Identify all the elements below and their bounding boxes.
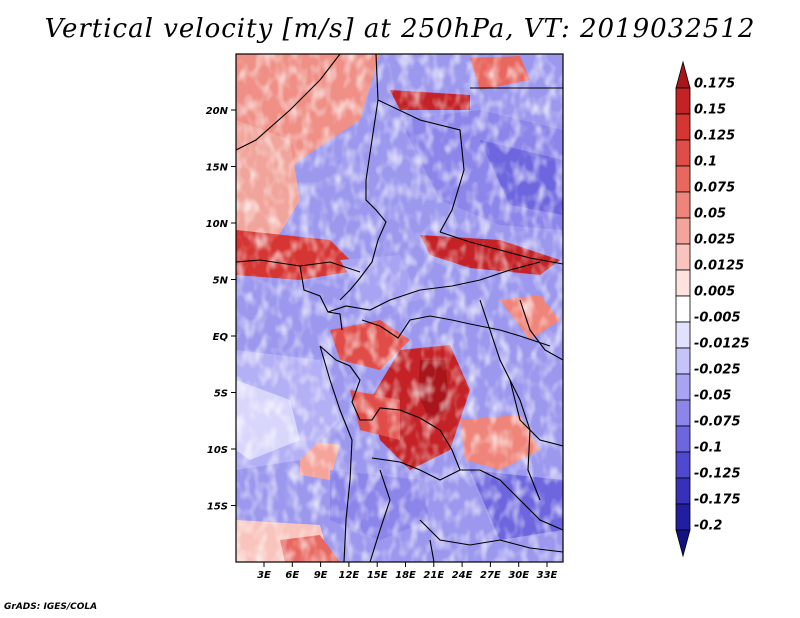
lat-label: 10N [206,219,229,230]
colorbar-swatch [675,477,691,505]
colorbar-label: -0.0125 [694,337,750,352]
colorbar-label: 0.025 [694,233,735,248]
lon-label: 15E [367,570,388,581]
colorbar-swatch [675,529,691,558]
colorbar-swatch [675,373,691,401]
colorbar-label: -0.005 [694,311,741,326]
lon-label: 21E [423,570,444,581]
longitude-axis: 3E 6E 9E 12E 15E 18E 21E 24E 27E 30E 33E [257,562,558,581]
lon-label: 24E [452,570,473,581]
colorbar-swatch [675,503,691,531]
colorbar-swatch [675,60,691,89]
lon-label: 30E [508,570,529,581]
lat-label: EQ [213,332,229,343]
colorbar-swatch [675,451,691,479]
lat-label: 5S [214,389,228,400]
colorbar-swatch [675,139,691,167]
colorbar-swatch [675,295,691,323]
map-frame [235,53,564,563]
colorbar-label: 0.1 [694,155,717,170]
lat-label: 20N [206,106,229,117]
velocity-field [236,54,563,562]
colorbar-swatch [675,243,691,271]
lon-label: 3E [257,570,271,581]
colorbar-label: -0.025 [694,363,741,378]
colorbar: 0.175 0.15 0.125 0.1 0.075 0.05 0.025 0.0125 0.0… [675,60,750,558]
colorbar-swatch [675,165,691,193]
colorbar-label: 0.05 [694,207,726,222]
colorbar-swatch [675,269,691,297]
colorbar-swatch [675,87,691,115]
lon-label: 12E [339,570,360,581]
colorbar-swatch [675,399,691,427]
chart-title: Vertical velocity [m/s] at 250hPa, VT: 2… [44,14,756,44]
lon-label: 27E [480,570,501,581]
lat-label: 5N [213,276,229,287]
colorbar-swatch [675,113,691,141]
colorbar-label: 0.15 [694,103,726,118]
colorbar-swatch [675,191,691,219]
colorbar-swatch [675,217,691,245]
lon-label: 6E [285,570,299,581]
colorbar-label: 0.075 [694,181,735,196]
colorbar-label: -0.2 [694,519,722,534]
colorbar-label: -0.125 [694,467,741,482]
colorbar-label: 0.005 [694,285,735,300]
country-boundaries [236,54,563,562]
lat-label: 15N [206,163,229,174]
colorbar-label: -0.075 [694,415,741,430]
colorbar-label: -0.1 [694,441,722,456]
colorbar-label: 0.0125 [694,259,744,274]
lat-label: 10S [207,445,228,456]
lon-label: 9E [314,570,328,581]
colorbar-swatch [675,347,691,375]
colorbar-label: 0.175 [694,77,735,92]
latitude-axis: 20N 15N 10N 5N EQ 5S 10S 15S [206,106,236,513]
colorbar-swatch [675,425,691,453]
colorbar-label: -0.175 [694,493,741,508]
lon-label: 18E [395,570,416,581]
grads-credit: GrADS: IGES/COLA [4,602,98,612]
lon-label: 33E [537,570,558,581]
colorbar-label: -0.05 [694,389,731,404]
lat-label: 15S [207,502,228,513]
colorbar-swatch [675,321,691,349]
colorbar-label: 0.125 [694,129,735,144]
